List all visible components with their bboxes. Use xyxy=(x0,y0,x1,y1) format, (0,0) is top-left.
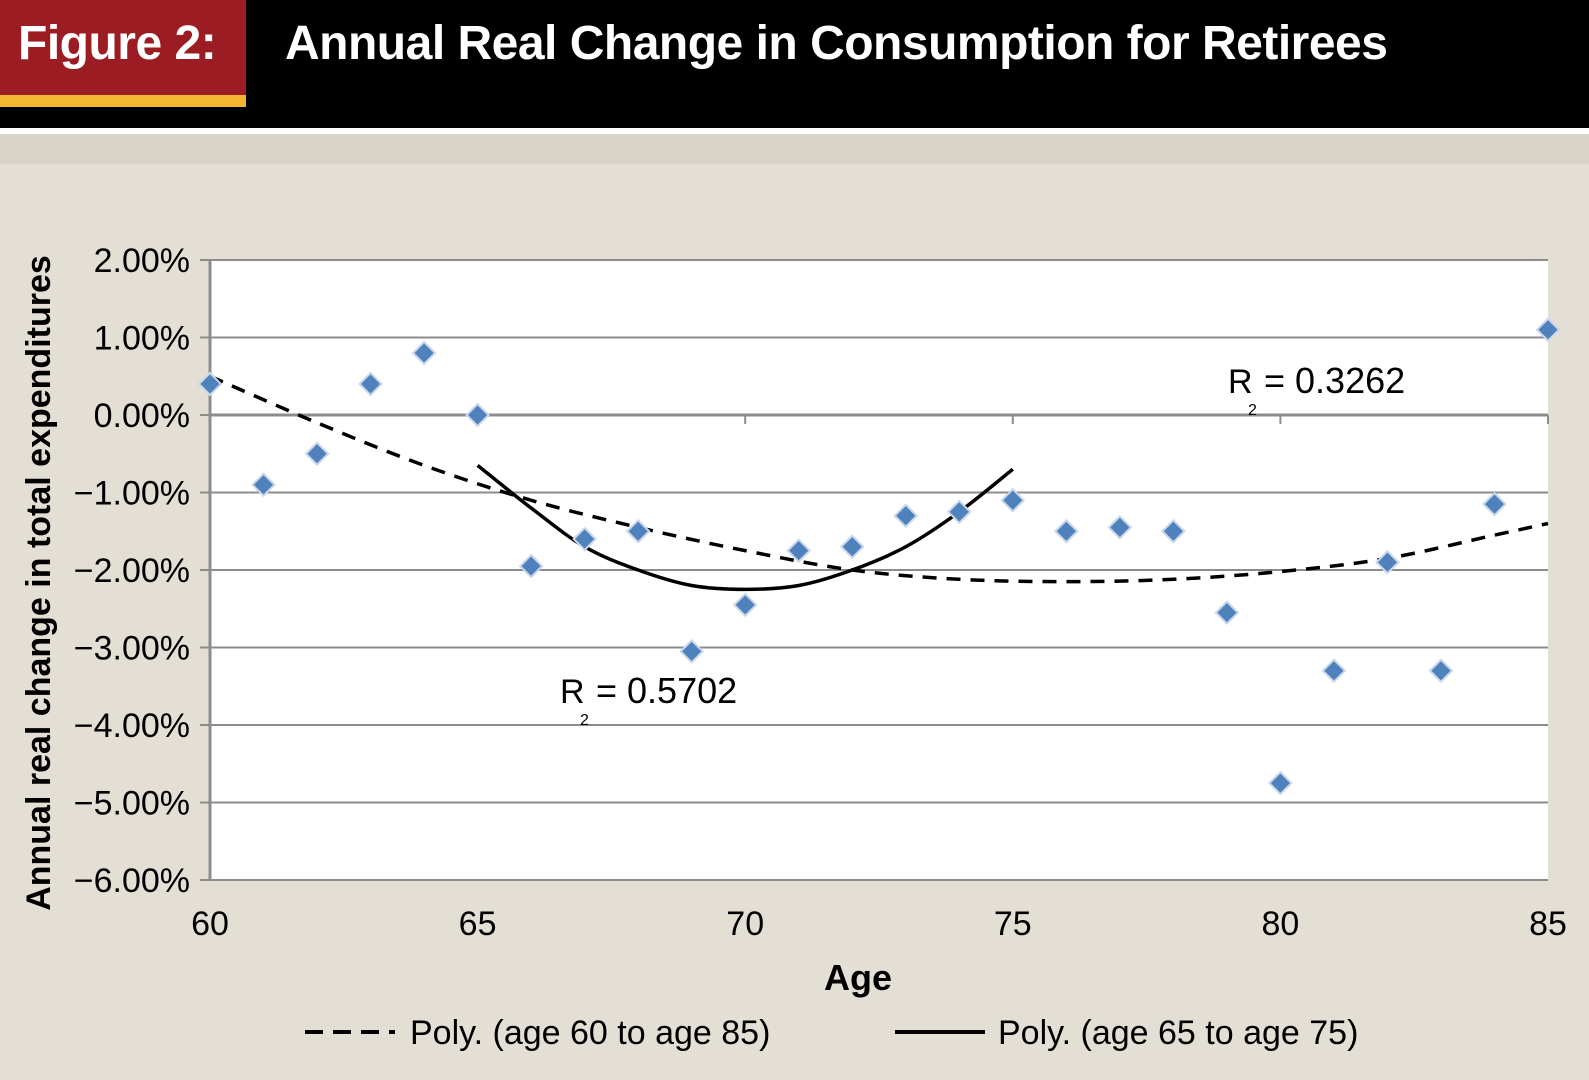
r2-value: = 0.3262 xyxy=(1264,360,1405,401)
data-points xyxy=(197,317,1561,796)
y-tick-label: −1.00% xyxy=(74,475,190,513)
figure-label: Figure 2: xyxy=(18,17,217,70)
data-point xyxy=(732,592,758,618)
r2-letter: R xyxy=(560,673,585,711)
legend: Poly. (age 60 to age 85) Poly. (age 65 to… xyxy=(305,1014,1358,1052)
data-point xyxy=(1000,487,1026,513)
r2-subscript: 2 xyxy=(1248,402,1257,419)
data-point xyxy=(946,499,972,525)
r2-value: = 0.5702 xyxy=(596,670,737,711)
data-point xyxy=(411,340,437,366)
data-point xyxy=(1535,317,1561,343)
y-tick-label: 2.00% xyxy=(94,242,190,280)
tick-labels: 2.00% 1.00% 0.00% −1.00% −2.00% −3.00% −4.00% −… xyxy=(74,242,1567,943)
y-tick-label: −3.00% xyxy=(74,630,190,668)
data-point xyxy=(1375,549,1400,575)
figure-header xyxy=(0,0,1589,128)
y-tick-label: −5.00% xyxy=(74,785,190,823)
x-axis-label: Age xyxy=(824,957,892,998)
x-tick-label: 75 xyxy=(994,905,1032,943)
y-tick-label: −4.00% xyxy=(74,707,190,745)
x-tick-label: 85 xyxy=(1529,905,1567,943)
y-tick-label: −2.00% xyxy=(74,552,190,590)
data-point xyxy=(1267,770,1293,796)
grid-lines xyxy=(210,259,1548,881)
data-point xyxy=(304,441,330,467)
data-point xyxy=(786,538,812,564)
data-point xyxy=(518,553,544,579)
r2-annotation: R2 = 0.5702 xyxy=(560,670,737,729)
axes xyxy=(200,259,1549,881)
x-tick-label: 60 xyxy=(191,905,229,943)
data-point xyxy=(625,518,651,544)
x-tick-label: 80 xyxy=(1261,905,1299,943)
x-tick-label: 70 xyxy=(726,905,764,943)
data-point xyxy=(358,371,383,397)
data-point xyxy=(1482,491,1507,517)
data-point xyxy=(1160,518,1186,544)
data-point xyxy=(679,638,705,664)
data-point xyxy=(465,402,491,428)
figure-label-box: Figure 2: xyxy=(0,0,246,107)
chart-title: Annual Real Change in Consumption for Re… xyxy=(285,17,1388,70)
y-tick-label: 0.00% xyxy=(94,397,190,435)
r2-letter: R xyxy=(1228,363,1253,401)
r2-subscript: 2 xyxy=(580,712,589,729)
data-point xyxy=(893,503,919,529)
x-tick-label: 65 xyxy=(459,905,497,943)
data-point xyxy=(197,371,223,397)
panel-top-band xyxy=(0,134,1589,164)
legend-label: Poly. (age 60 to age 85) xyxy=(410,1014,770,1052)
y-tick-label: 1.00% xyxy=(94,320,190,358)
y-axis-label: Annual real change in total expenditures xyxy=(20,255,58,911)
data-point xyxy=(1214,600,1240,626)
data-point xyxy=(1053,518,1079,544)
trendline-65-75 xyxy=(476,464,1014,592)
data-point xyxy=(839,534,865,560)
data-point xyxy=(1321,658,1347,684)
data-point xyxy=(251,472,276,498)
r2-annotation: R2 = 0.3262 xyxy=(1228,360,1405,419)
data-point xyxy=(1107,514,1133,540)
trendlines xyxy=(209,374,1549,592)
legend-label: Poly. (age 65 to age 75) xyxy=(998,1014,1358,1052)
data-point xyxy=(1428,658,1454,684)
data-point xyxy=(572,526,598,552)
y-tick-label: −6.00% xyxy=(74,862,190,900)
